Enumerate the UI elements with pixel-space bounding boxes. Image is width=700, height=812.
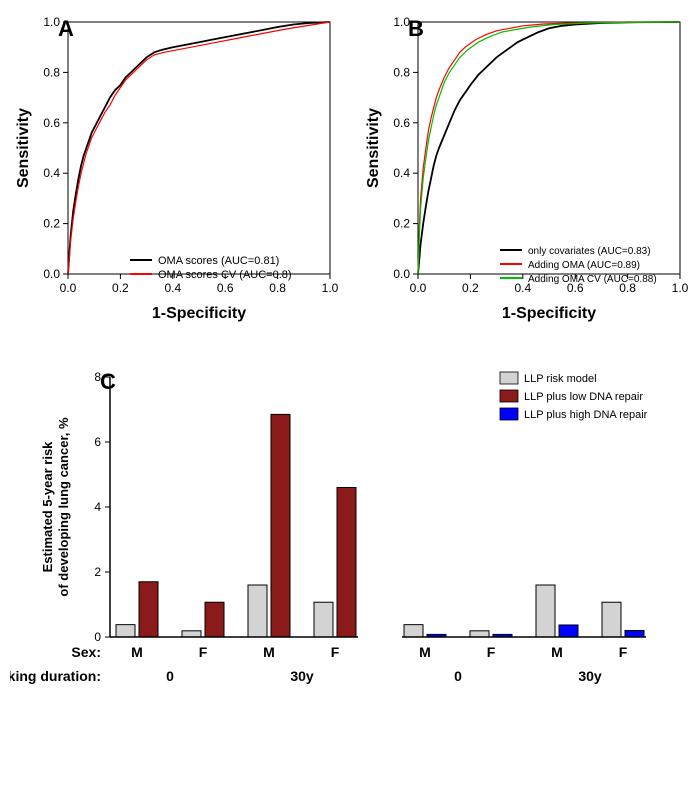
svg-text:1-Specificity: 1-Specificity	[502, 305, 596, 322]
bar-other	[625, 631, 644, 638]
svg-text:30y: 30y	[290, 668, 314, 684]
svg-text:0.8: 0.8	[393, 65, 410, 79]
bar-llp	[536, 585, 555, 637]
svg-text:Adding OMA CV (AUC=0.88): Adding OMA CV (AUC=0.88)	[528, 274, 657, 285]
svg-text:F: F	[331, 644, 340, 660]
svg-text:30y: 30y	[578, 668, 602, 684]
svg-text:2: 2	[94, 565, 101, 579]
svg-text:OMA scores CV (AUC=0.8): OMA scores CV (AUC=0.8)	[158, 269, 292, 281]
svg-text:Smoking duration:: Smoking duration:	[10, 668, 101, 684]
panel-b-label: B	[408, 16, 424, 42]
bar-other	[337, 488, 356, 638]
svg-text:1.0: 1.0	[322, 281, 339, 295]
svg-text:0.0: 0.0	[60, 281, 77, 295]
panel-c: C 02468Estimated 5-year riskof developin…	[10, 365, 690, 790]
svg-text:Sex:: Sex:	[71, 644, 101, 660]
svg-text:F: F	[619, 644, 628, 660]
figure: A 0.0 0.2 0.4 0.6 0.8 1.0 0.0 0.2 0.4 0.6 0.8 1.0 1-…	[10, 10, 690, 790]
svg-text:0: 0	[94, 630, 101, 644]
bar-other	[139, 582, 158, 637]
svg-text:0.6: 0.6	[43, 116, 60, 130]
svg-text:Sensitivity: Sensitivity	[365, 108, 382, 188]
panel-a-svg: 0.00.20.40.60.81.00.00.20.40.60.81.01-Sp…	[10, 10, 340, 330]
panel-c-label: C	[100, 369, 116, 395]
bar-other	[205, 602, 224, 637]
svg-text:M: M	[419, 644, 431, 660]
svg-text:0.6: 0.6	[217, 281, 234, 295]
panel-b-svg: 0.00.20.40.60.81.00.00.20.40.60.81.01-Sp…	[360, 10, 690, 330]
svg-text:OMA scores (AUC=0.81): OMA scores (AUC=0.81)	[158, 255, 279, 267]
bar-llp	[602, 602, 621, 637]
svg-text:LLP plus high DNA repair: LLP plus high DNA repair	[524, 409, 648, 421]
bar-llp	[116, 625, 135, 637]
svg-text:Adding OMA (AUC=0.89): Adding OMA (AUC=0.89)	[528, 260, 640, 271]
svg-text:1.0: 1.0	[672, 281, 689, 295]
svg-text:4: 4	[94, 500, 101, 514]
svg-text:only covariates (AUC=0.83): only covariates (AUC=0.83)	[528, 246, 651, 257]
svg-text:M: M	[263, 644, 275, 660]
svg-text:of developing lung cancer, %: of developing lung cancer, %	[56, 417, 71, 597]
svg-text:0.4: 0.4	[43, 166, 60, 180]
svg-text:0.6: 0.6	[393, 116, 410, 130]
svg-text:0.8: 0.8	[269, 281, 286, 295]
svg-text:0.2: 0.2	[462, 281, 479, 295]
svg-text:0.0: 0.0	[43, 267, 60, 281]
svg-text:0: 0	[454, 668, 462, 684]
svg-text:0.0: 0.0	[410, 281, 427, 295]
svg-text:1-Specificity: 1-Specificity	[152, 305, 246, 322]
panel-b: B 0.00.20.40.60.81.00.00.20.40.60.81.01-…	[360, 10, 690, 335]
svg-text:F: F	[487, 644, 496, 660]
svg-text:0: 0	[166, 668, 174, 684]
bar-other	[271, 414, 290, 637]
svg-text:0.0: 0.0	[393, 267, 410, 281]
bar-llp	[404, 625, 423, 637]
svg-text:Sensitivity: Sensitivity	[15, 108, 32, 188]
svg-text:0.4: 0.4	[393, 166, 410, 180]
svg-text:0.2: 0.2	[112, 281, 129, 295]
svg-text:0.4: 0.4	[164, 281, 181, 295]
svg-text:0.2: 0.2	[43, 217, 60, 231]
bar-llp	[248, 585, 267, 637]
svg-text:0.2: 0.2	[393, 217, 410, 231]
svg-text:Estimated 5-year risk: Estimated 5-year risk	[40, 441, 55, 573]
svg-text:M: M	[131, 644, 143, 660]
svg-text:6: 6	[94, 435, 101, 449]
svg-text:LLP plus low DNA repair: LLP plus low DNA repair	[524, 391, 643, 403]
top-row: A 0.0 0.2 0.4 0.6 0.8 1.0 0.0 0.2 0.4 0.6 0.8 1.0 1-…	[10, 10, 690, 335]
panel-a-label: A	[58, 16, 74, 42]
svg-text:LLP risk model: LLP risk model	[524, 373, 597, 385]
svg-text:M: M	[551, 644, 563, 660]
bar-llp	[470, 631, 489, 637]
bar-llp	[182, 631, 201, 637]
svg-text:0.8: 0.8	[43, 65, 60, 79]
svg-text:F: F	[199, 644, 208, 660]
panel-a: A 0.00.20.40.60.81.00.00.20.40.60.81.01-…	[10, 10, 340, 335]
bar-other	[559, 625, 578, 637]
bar-llp	[314, 602, 333, 637]
panel-c-svg: 02468Estimated 5-year riskof developing …	[10, 365, 690, 785]
